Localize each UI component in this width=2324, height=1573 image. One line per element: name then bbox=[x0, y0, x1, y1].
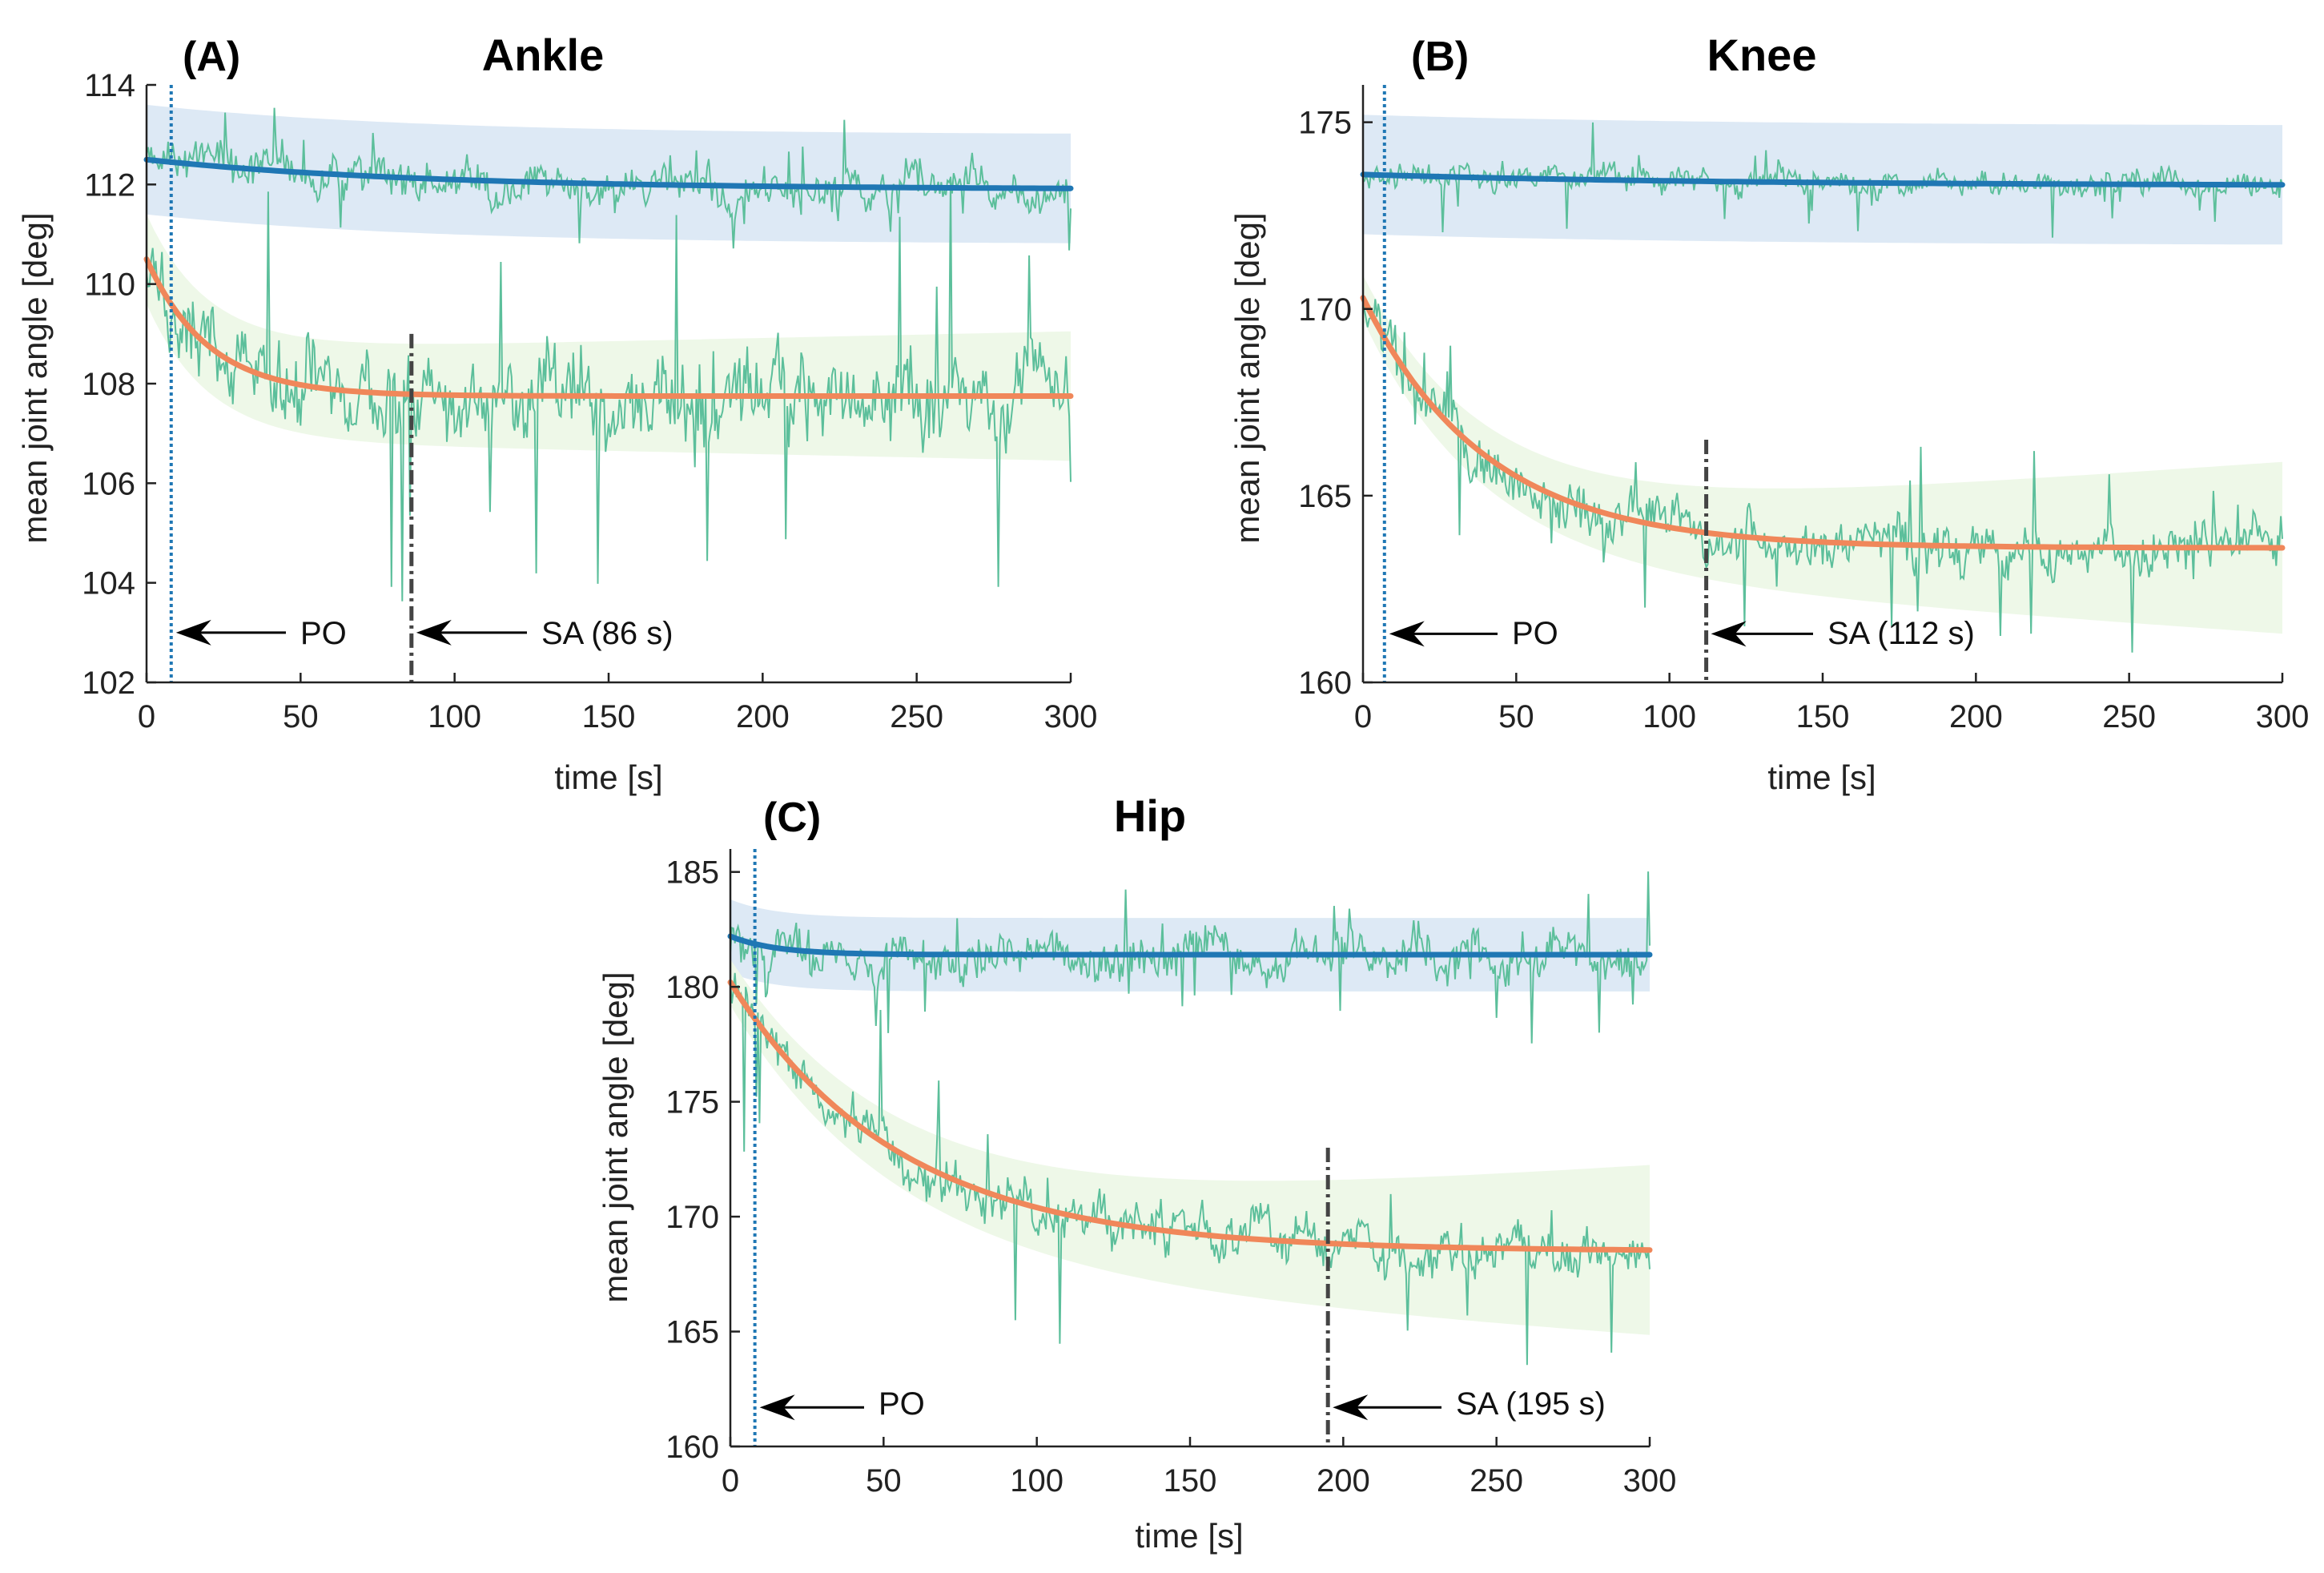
stable-fit-curve bbox=[1360, 171, 2286, 188]
panel-ankle: (A) Ankle time [s] mean joint angle [deg… bbox=[16, 30, 1097, 796]
x-tick-label: 250 bbox=[890, 699, 943, 734]
y-tick-label: 165 bbox=[665, 1315, 719, 1350]
po-annotation: PO bbox=[300, 616, 347, 651]
adaptation-confidence-band bbox=[1363, 275, 2282, 634]
x-tick-label: 200 bbox=[1949, 699, 2003, 734]
po-annotation: PO bbox=[1512, 616, 1558, 651]
stable-raw-trace bbox=[730, 871, 1651, 1044]
x-tick-label: 250 bbox=[1470, 1463, 1523, 1499]
plot-area bbox=[1360, 85, 2286, 682]
panel-title: Ankle bbox=[482, 30, 605, 80]
x-axis-label: time [s] bbox=[1135, 1517, 1243, 1555]
sa-arrow bbox=[416, 619, 527, 646]
x-tick-label: 200 bbox=[736, 699, 790, 734]
panel-label: (A) bbox=[183, 34, 240, 80]
stable-fit-curve bbox=[727, 933, 1653, 958]
panel-title: Hip bbox=[1114, 791, 1186, 841]
x-tick-label: 150 bbox=[582, 699, 636, 734]
y-tick-label: 185 bbox=[665, 855, 719, 891]
y-tick-label: 165 bbox=[1298, 479, 1352, 514]
stable-fit-curve bbox=[143, 156, 1074, 191]
sa-annotation: SA (112 s) bbox=[1827, 616, 1975, 651]
y-tick-label: 175 bbox=[665, 1085, 719, 1120]
stable-confidence-band bbox=[730, 899, 1650, 992]
panel-title: Knee bbox=[1707, 30, 1817, 80]
x-tick-label: 0 bbox=[138, 699, 155, 734]
po-arrow bbox=[1389, 621, 1498, 647]
adaptation-fit-curve bbox=[1360, 295, 2286, 551]
y-tick-label: 104 bbox=[82, 566, 135, 601]
y-tick-label: 160 bbox=[1298, 666, 1352, 701]
adaptation-fit-curve bbox=[143, 256, 1074, 399]
axes: 0 50 100 150 200 250 300 160 165 170 175 180 185 bbox=[665, 849, 1676, 1499]
y-axis-label: mean joint angle [deg] bbox=[1228, 212, 1266, 543]
y-tick-label: 108 bbox=[82, 367, 135, 402]
sa-arrow bbox=[1711, 621, 1813, 647]
po-arrow bbox=[759, 1394, 864, 1421]
y-tick-label: 170 bbox=[1298, 292, 1352, 328]
adaptation-confidence-band bbox=[730, 959, 1650, 1335]
sa-annotation: SA (195 s) bbox=[1456, 1386, 1606, 1422]
stable-raw-trace bbox=[1362, 122, 2283, 238]
y-tick-label: 180 bbox=[665, 970, 719, 1005]
x-axis-label: time [s] bbox=[554, 758, 662, 796]
y-tick-label: 114 bbox=[84, 68, 135, 103]
panel-label: (C) bbox=[763, 795, 821, 841]
x-tick-label: 150 bbox=[1164, 1463, 1217, 1499]
x-tick-label: 100 bbox=[1010, 1463, 1063, 1499]
x-tick-label: 50 bbox=[866, 1463, 902, 1499]
x-tick-label: 200 bbox=[1317, 1463, 1370, 1499]
adaptation-raw-trace bbox=[730, 972, 1651, 1366]
y-tick-label: 106 bbox=[82, 466, 135, 501]
panel-label: (B) bbox=[1411, 34, 1469, 80]
po-annotation: PO bbox=[879, 1386, 925, 1422]
y-axis-label: mean joint angle [deg] bbox=[16, 212, 54, 543]
axes: 0 50 100 150 200 250 300 160 165 170 175 bbox=[1298, 85, 2309, 734]
plot-area bbox=[143, 85, 1074, 682]
x-tick-label: 100 bbox=[1642, 699, 1696, 734]
x-tick-label: 50 bbox=[1498, 699, 1534, 734]
y-tick-label: 175 bbox=[1298, 106, 1352, 141]
axes: 0 50 100 150 200 250 300 102 104 106 108 110 112 114 bbox=[82, 68, 1097, 734]
y-tick-label: 110 bbox=[84, 268, 135, 303]
x-tick-label: 100 bbox=[428, 699, 481, 734]
plot-area bbox=[727, 849, 1653, 1446]
y-tick-label: 102 bbox=[82, 666, 135, 701]
stable-raw-trace bbox=[146, 107, 1072, 251]
sa-arrow bbox=[1333, 1394, 1441, 1421]
x-tick-label: 0 bbox=[722, 1463, 739, 1499]
x-tick-label: 300 bbox=[1044, 699, 1098, 734]
panel-knee: (B) Knee time [s] mean joint angle [deg]… bbox=[1228, 30, 2309, 796]
y-axis-label: mean joint angle [deg] bbox=[597, 972, 634, 1302]
sa-annotation: SA (86 s) bbox=[541, 616, 673, 651]
po-arrow bbox=[175, 619, 286, 646]
panel-hip: (C) Hip time [s] mean joint angle [deg] … bbox=[597, 791, 1676, 1555]
x-tick-label: 300 bbox=[1623, 1463, 1677, 1499]
y-tick-label: 160 bbox=[665, 1430, 719, 1465]
x-tick-label: 50 bbox=[283, 699, 319, 734]
stable-confidence-band bbox=[147, 104, 1071, 243]
adaptation-raw-trace bbox=[146, 176, 1072, 601]
x-axis-label: time [s] bbox=[1767, 758, 1876, 796]
y-tick-label: 170 bbox=[665, 1200, 719, 1235]
x-tick-label: 300 bbox=[2256, 699, 2310, 734]
x-tick-label: 0 bbox=[1354, 699, 1372, 734]
adaptation-confidence-band bbox=[147, 214, 1071, 461]
x-tick-label: 150 bbox=[1796, 699, 1850, 734]
adaptation-fit-curve bbox=[727, 979, 1653, 1253]
y-tick-label: 112 bbox=[84, 167, 135, 203]
x-tick-label: 250 bbox=[2102, 699, 2156, 734]
